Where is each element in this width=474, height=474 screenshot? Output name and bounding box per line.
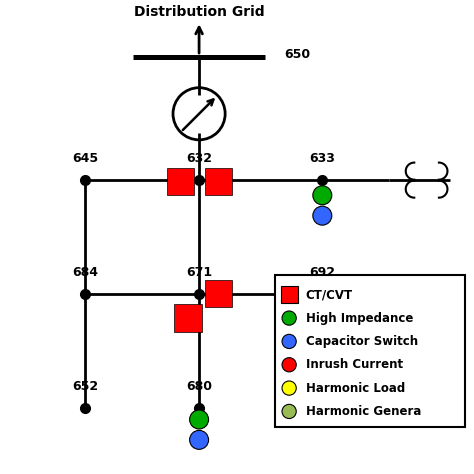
Text: Distribution Grid: Distribution Grid — [134, 5, 264, 19]
Text: Harmonic Genera: Harmonic Genera — [306, 405, 421, 418]
Text: 633: 633 — [310, 152, 335, 165]
Circle shape — [282, 404, 296, 419]
Bar — [205, 280, 232, 307]
Circle shape — [282, 358, 296, 372]
Circle shape — [282, 381, 296, 395]
Bar — [281, 286, 298, 303]
Bar — [174, 304, 202, 332]
Text: 692: 692 — [310, 266, 335, 279]
Circle shape — [190, 430, 209, 449]
Circle shape — [313, 206, 332, 225]
Text: Capacitor Switch: Capacitor Switch — [306, 335, 418, 348]
Text: 652: 652 — [72, 380, 99, 393]
Circle shape — [282, 311, 296, 325]
Text: 632: 632 — [186, 152, 212, 165]
Text: 650: 650 — [284, 48, 310, 61]
Text: Harmonic Load: Harmonic Load — [306, 382, 405, 394]
Bar — [205, 168, 232, 195]
Text: Inrush Current: Inrush Current — [306, 358, 403, 371]
Circle shape — [190, 410, 209, 429]
Circle shape — [282, 334, 296, 348]
Text: 680: 680 — [186, 380, 212, 393]
Bar — [167, 168, 194, 195]
Bar — [275, 275, 465, 427]
Text: 645: 645 — [72, 152, 99, 165]
Text: CT/CVT: CT/CVT — [306, 288, 353, 301]
Circle shape — [313, 284, 332, 303]
Text: 671: 671 — [186, 266, 212, 279]
Text: High Impedance: High Impedance — [306, 311, 413, 325]
Text: 684: 684 — [73, 266, 98, 279]
Circle shape — [313, 186, 332, 205]
